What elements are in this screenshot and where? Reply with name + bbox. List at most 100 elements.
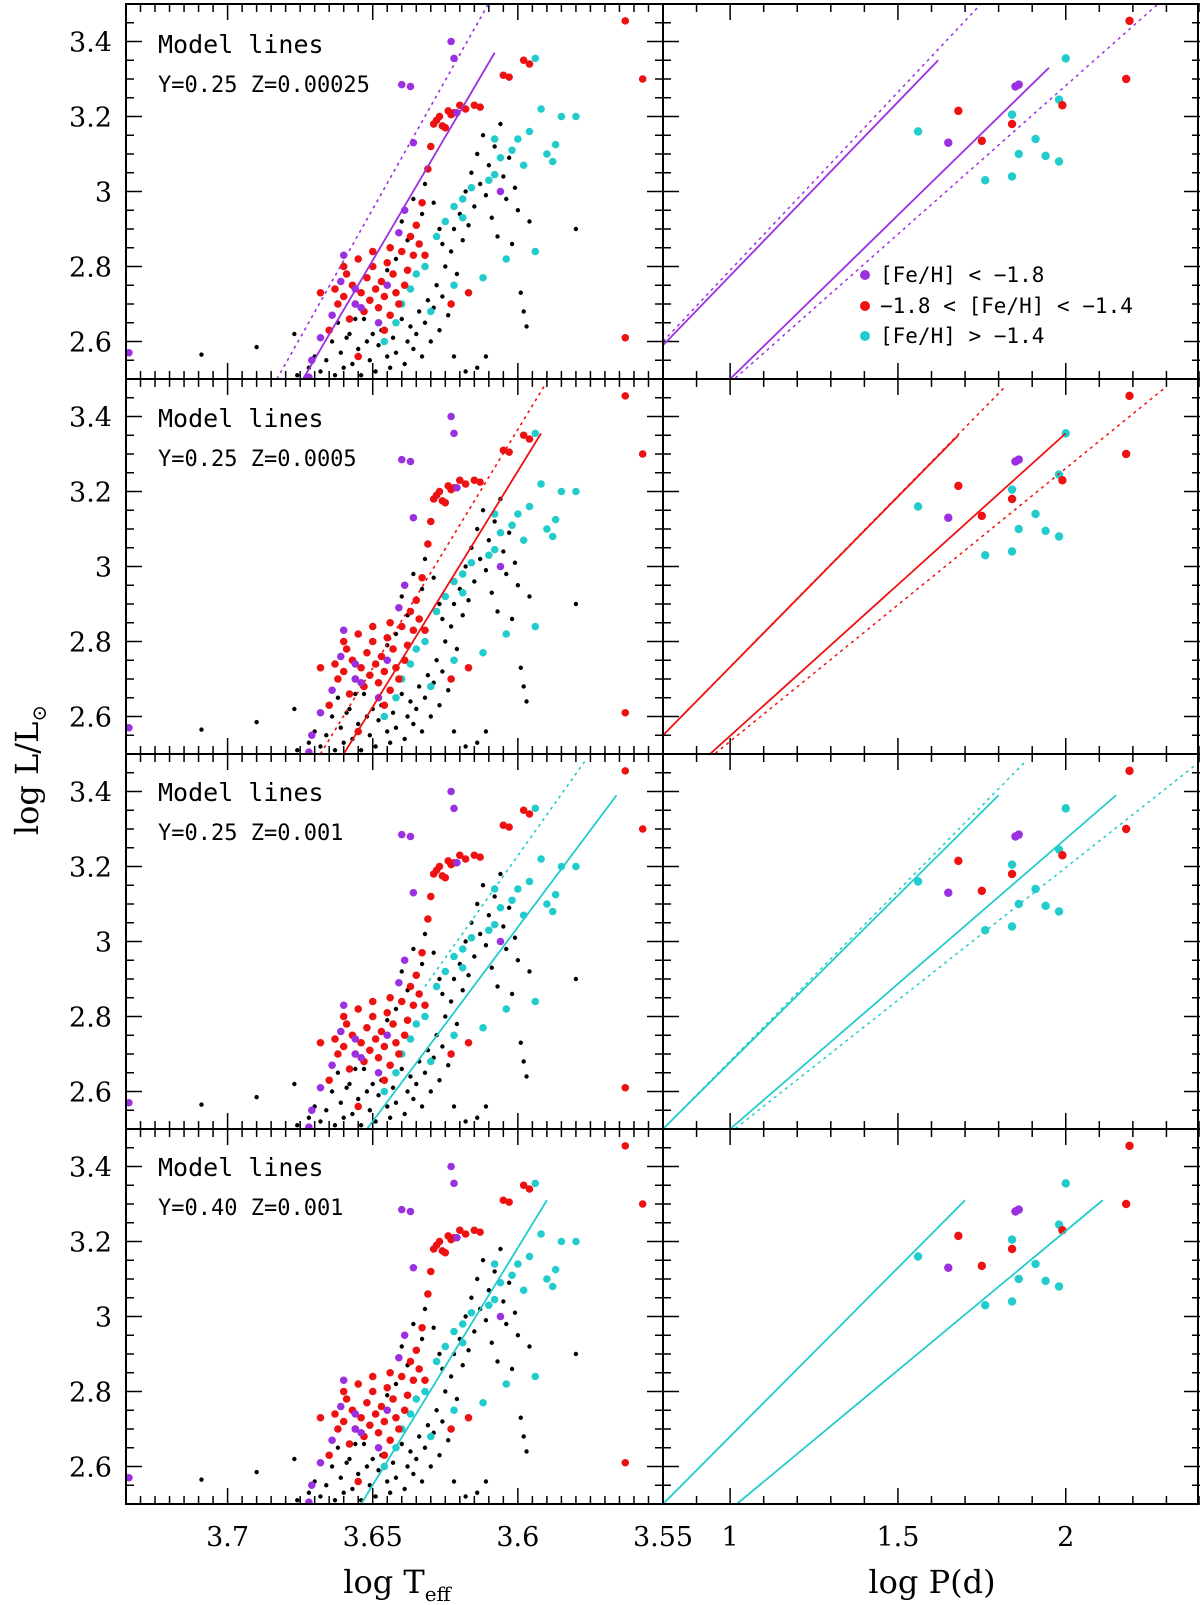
panel-3-pl-star-metal-rich (1007, 922, 1017, 931)
panel-4-hr-star-metal-rich (467, 1308, 476, 1317)
panel-3-hr-star-other (475, 901, 480, 907)
panel-4-hr-star-other (506, 1280, 512, 1285)
panel-3-hr-star-intermediate (409, 1001, 418, 1010)
panel-4-hr-star-other (405, 1464, 410, 1469)
panel-4-hr-star-other (370, 1456, 375, 1462)
panel-1-hr-star-metal-rich (485, 176, 493, 185)
panel-4-hr-star-other (419, 1336, 425, 1342)
panel-4-hr-star-metal-rich (426, 1432, 435, 1441)
panel-4-hr-star-metal-poor (496, 1312, 505, 1321)
panel-2-hr-star-other (501, 549, 506, 554)
panel-4-hr-star-metal-rich (514, 1260, 522, 1268)
panel-4-hr-star-other (402, 1486, 407, 1492)
panel-3-hr-star-other (451, 976, 457, 982)
panel-3-hr-star-intermediate (621, 767, 630, 775)
panel-1-hr-star-intermediate (339, 262, 348, 271)
panel-4-hr-star-intermediate (389, 1395, 397, 1403)
panel-2-hr-star-metal-poor (337, 652, 345, 661)
panel-1-hr-star-intermediate (366, 296, 374, 305)
panel-2-hr-star-other (408, 699, 413, 704)
panel-4-pl-model-solid (663, 1199, 966, 1504)
panel-1-pl-star-metal-rich (1014, 149, 1023, 159)
panel-2-hr-star-other (512, 560, 518, 565)
panel-2-hr-star-metal-rich (508, 521, 516, 530)
panel-2-hr-star-metal-rich (551, 515, 560, 524)
panel-4-hr-star-other (446, 1438, 451, 1443)
panel-3-hr-star-other (332, 1123, 338, 1128)
panel-2-pl-star-metal-poor (944, 513, 953, 522)
legend-marker-metal-poor (860, 270, 870, 280)
panel-3-hr-star-intermediate (374, 1053, 383, 1062)
panel-3-hr-star-other (405, 1089, 410, 1094)
panel-4-hr-star-other (524, 1449, 529, 1454)
panel-1-pl-star-metal-rich (1061, 54, 1070, 63)
panel-1-pl-star-intermediate (1007, 119, 1017, 129)
x-tick-label-period: 1 (722, 1522, 739, 1553)
panel-3-hr-star-other (489, 965, 494, 970)
panel-3-hr-star-metal-rich (557, 862, 566, 871)
panel-1-hr-star-intermediate (354, 255, 363, 263)
panel-3-hr-star-other (393, 1006, 399, 1012)
panel-2-hr-star-other (411, 571, 416, 577)
panel-1-hr-star-intermediate (400, 281, 409, 290)
panel-2-hr-star-other (454, 646, 460, 652)
panel-4-hr-star-other (422, 1445, 428, 1450)
panel-2-hr-star-other (483, 568, 489, 573)
panel-4-pl-model-solid (736, 1199, 1104, 1504)
panel-2-hr-star-intermediate (461, 480, 470, 488)
panel-4-hr-star-intermediate (403, 1391, 412, 1400)
panel-3-hr-star-metal-poor (339, 1001, 348, 1010)
panel-1-hr-star-other (358, 373, 364, 378)
panel-3-hr-star-other (393, 1100, 399, 1105)
panel-3-hr-star-other (486, 913, 492, 918)
panel-2-hr-star-other (434, 658, 439, 663)
panel-4-hr-star-intermediate (339, 1417, 348, 1426)
panel-3-hr-star-metal-poor (351, 1035, 360, 1043)
panel-3-pl-model-solid (729, 794, 1117, 1129)
panel-2-hr-star-other (361, 691, 367, 697)
panel-3-hr-star-other (466, 973, 471, 978)
x-axis-title-left-sub: eff (425, 1582, 453, 1605)
x-axis-title-right: log P(d) (868, 1563, 995, 1601)
panel-2-hr-star-other (292, 706, 297, 712)
panel-4-pl-star-intermediate (1007, 1244, 1017, 1254)
panel-3-hr-star-other (292, 1081, 297, 1087)
panel-4-hr-star-metal-rich (508, 1271, 516, 1280)
panel-1-hr-star-other (521, 309, 526, 314)
panel-3-hr-star-other (344, 1085, 349, 1090)
panel-1-hr-star-other (393, 256, 399, 262)
panel-2-hr-star-other (428, 714, 433, 719)
panel-4-hr-star-intermediate (366, 1421, 374, 1430)
panel-2-hr-star-other (414, 706, 419, 712)
panel-4-pl-frame (662, 1128, 1199, 1505)
panel-1-ytick-label: 3.4 (69, 28, 112, 59)
panel-2-hr-star-intermediate (368, 637, 377, 646)
panel-3-hr-star-intermediate (447, 1050, 455, 1058)
panel-2-hr-star-intermediate (339, 637, 348, 646)
panel-3-hr-star-other (399, 969, 404, 974)
panel-1-hr-star-other (341, 365, 346, 370)
panel-4-hr-star-other (361, 1441, 367, 1447)
panel-2-hr-star-other (254, 719, 259, 725)
panel-3-hr-star-metal-poor (397, 830, 406, 839)
panel-2-hr-star-metal-rich (543, 525, 551, 533)
panel-1-hr-star-metal-rich (543, 150, 551, 158)
panel-2-hr-star-metal-poor (328, 686, 336, 695)
panel-2-hr-star-metal-rich (572, 487, 580, 496)
panel-2-pl-star-metal-rich (913, 502, 923, 511)
panel-2-hr-star-other (472, 579, 477, 584)
panel-4-hr-star-other (356, 1471, 361, 1477)
panel-2-hr-star-intermediate (380, 667, 389, 676)
panel-1-ytick-label: 2.6 (69, 328, 112, 359)
panel-2-hr-star-metal-rich (450, 656, 458, 665)
panel-3-hr-star-other (347, 1081, 352, 1087)
panel-4-hr-star-intermediate (397, 1372, 406, 1381)
panel-1-pl-star-metal-rich (1031, 134, 1040, 144)
panel-2-hr-star-other (463, 744, 468, 749)
panel-2-hr-star-intermediate (334, 675, 342, 683)
panel-1-pl-star-intermediate (1058, 101, 1067, 110)
panel-4-hr-star-other (347, 1456, 352, 1462)
panel-2-hr-star-other (440, 669, 445, 674)
panel-3-ytick-label: 3 (95, 928, 112, 959)
x-tick-label-period: 2 (1057, 1522, 1074, 1553)
